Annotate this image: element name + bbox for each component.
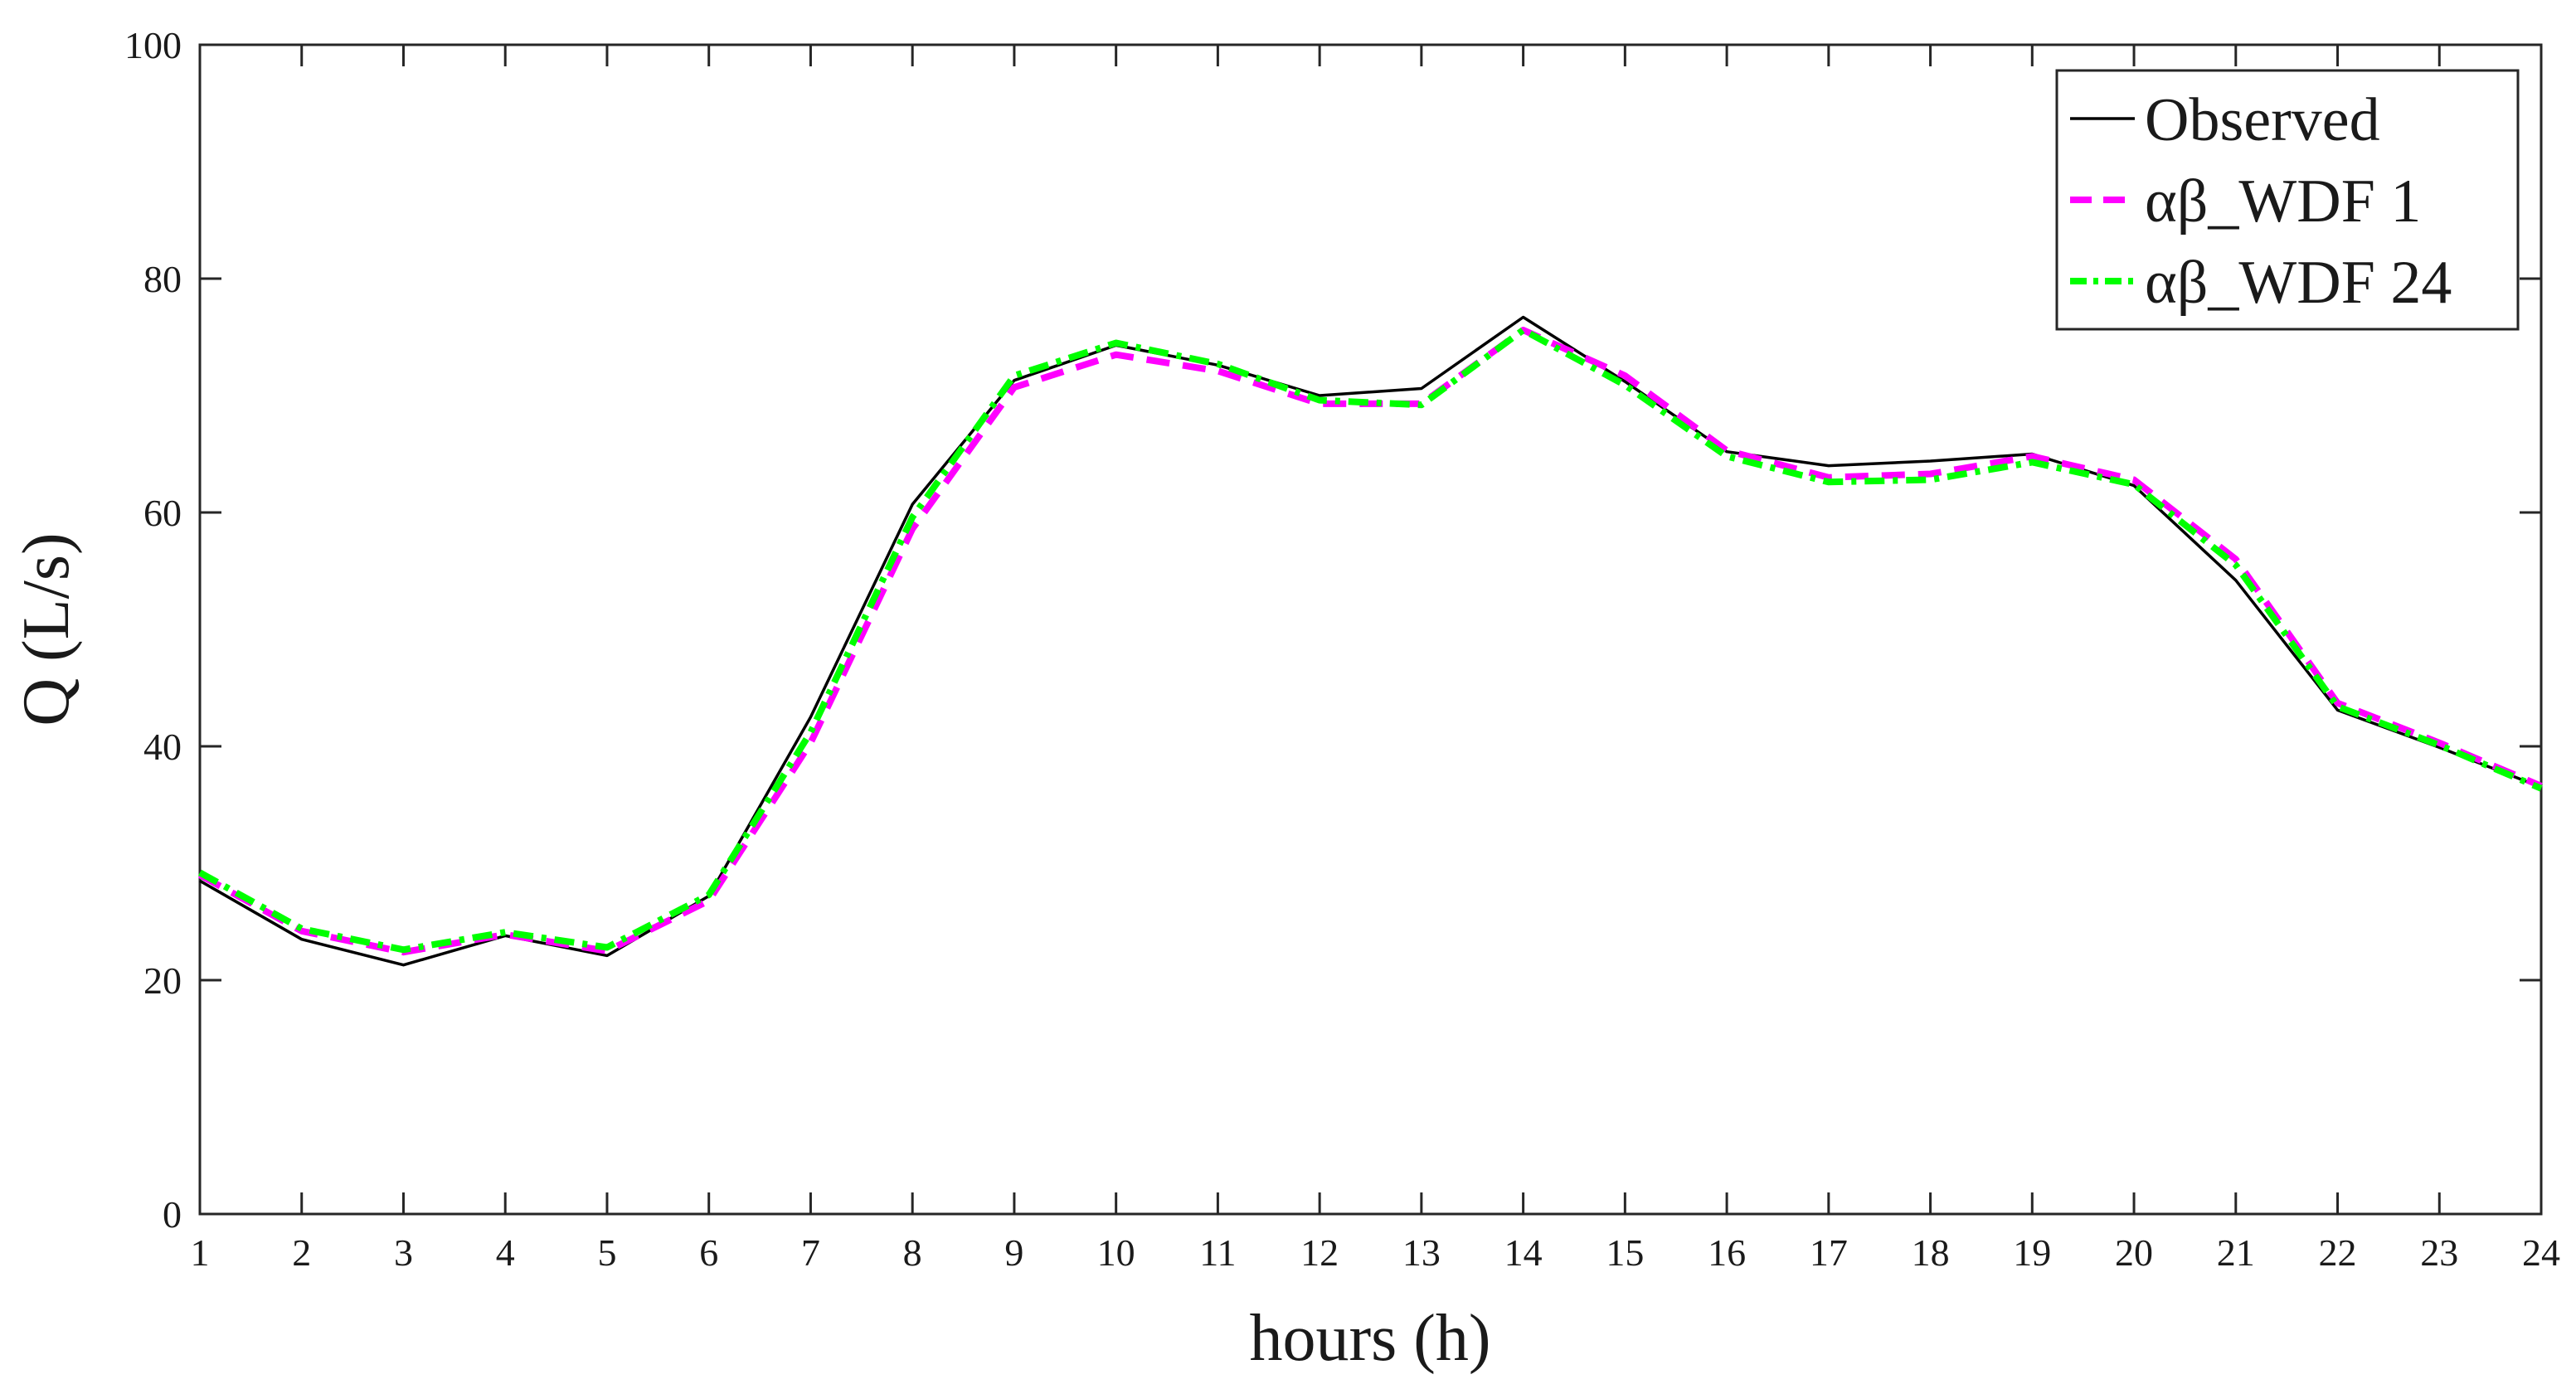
x-axis-title: hours (h) (1249, 1302, 1490, 1375)
x-tick-label: 21 (2217, 1231, 2255, 1274)
x-tick-label: 5 (597, 1231, 616, 1274)
x-tick-label: 13 (1402, 1231, 1441, 1274)
y-tick-label: 60 (143, 492, 182, 534)
series-line-2 (198, 327, 2543, 956)
legend-label-2: αβ_WDF 1 (2145, 168, 2421, 236)
x-tick-label: 23 (2420, 1231, 2458, 1274)
x-tick-label: 20 (2115, 1231, 2153, 1274)
x-tick-label: 3 (394, 1231, 413, 1274)
y-tick-label: 20 (143, 959, 182, 1002)
series-layer (198, 315, 2543, 967)
y-axis-title: Q (L/s) (10, 532, 83, 726)
y-tick-label: 80 (143, 258, 182, 300)
x-tick-label: 10 (1097, 1231, 1135, 1274)
x-tick-label: 18 (1912, 1231, 1950, 1274)
legend: Observed αβ_WDF 1 αβ_WDF 24 (2055, 69, 2520, 331)
y-tick-label: 100 (124, 24, 182, 66)
x-axis-ticks: 1 2 3 4 5 6 7 8 9 10 11 12 13 14 15 16 17 18 19 20 21 22 23 24 (191, 45, 2560, 1274)
x-tick-label: 8 (903, 1231, 922, 1274)
y-tick-label: 0 (163, 1193, 182, 1236)
x-tick-label: 15 (1606, 1231, 1644, 1274)
x-tick-label: 14 (1504, 1231, 1543, 1274)
x-tick-label: 22 (2319, 1231, 2357, 1274)
y-axis-ticks: 0 20 40 60 80 100 (124, 24, 2541, 1236)
legend-label-3: αβ_WDF 24 (2145, 249, 2452, 317)
series-line-3 (198, 327, 2543, 954)
x-tick-label: 17 (1810, 1231, 1848, 1274)
x-tick-label: 6 (699, 1231, 718, 1274)
legend-label-1: Observed (2145, 86, 2380, 154)
x-tick-label: 7 (801, 1231, 820, 1274)
x-tick-label: 9 (1004, 1231, 1023, 1274)
x-tick-label: 19 (2013, 1231, 2051, 1274)
x-tick-label: 2 (292, 1231, 311, 1274)
x-tick-label: 24 (2522, 1231, 2560, 1274)
x-tick-label: 1 (191, 1231, 210, 1274)
y-tick-label: 40 (143, 726, 182, 768)
legend-box (2055, 69, 2520, 331)
x-tick-label: 12 (1300, 1231, 1339, 1274)
x-tick-label: 11 (1199, 1231, 1236, 1274)
x-tick-label: 4 (496, 1231, 515, 1274)
x-tick-label: 16 (1708, 1231, 1746, 1274)
